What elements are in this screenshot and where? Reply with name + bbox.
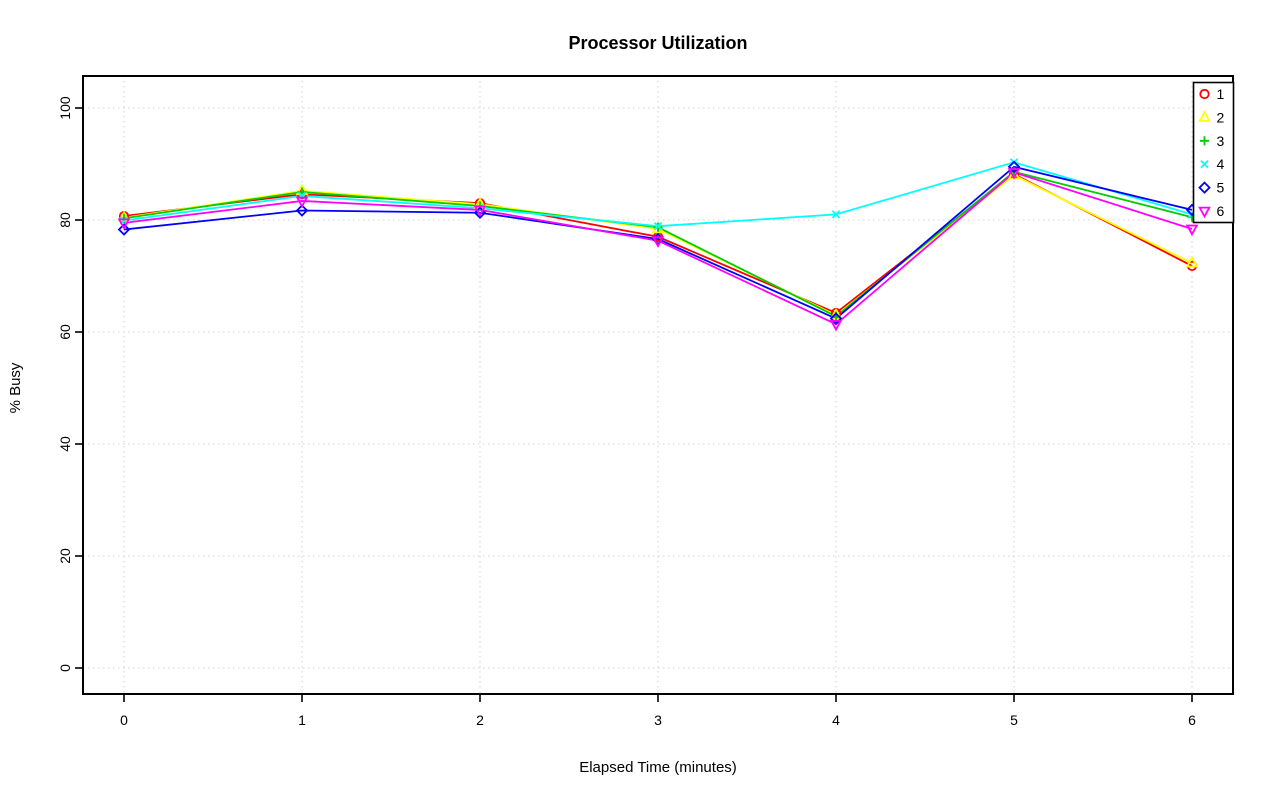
x-tick-label: 5 xyxy=(1010,712,1018,728)
data-series xyxy=(117,158,1199,332)
diamond-marker xyxy=(829,312,843,325)
diamond-marker xyxy=(295,204,309,217)
triangle-down-marker xyxy=(1198,206,1211,219)
x-marker xyxy=(653,221,663,231)
triangle-down-marker xyxy=(473,205,487,218)
x-tick-label: 4 xyxy=(832,712,840,728)
y-axis-label: % Busy xyxy=(7,362,24,413)
legend-item-label: 6 xyxy=(1217,203,1225,219)
triangle-down-marker xyxy=(1185,224,1199,237)
legend-item-3: 3 xyxy=(1199,133,1225,149)
diamond-marker xyxy=(1007,160,1021,174)
diamond-marker xyxy=(1198,181,1211,194)
y-tick-label: 20 xyxy=(57,548,73,564)
chart-title: Processor Utilization xyxy=(568,33,747,53)
legend-box xyxy=(1192,81,1235,224)
x-marker xyxy=(831,210,841,219)
triangle-up-marker xyxy=(1185,255,1199,268)
gridlines xyxy=(83,76,1233,694)
x-tick-label: 1 xyxy=(298,712,306,728)
y-tick-label: 100 xyxy=(57,96,73,120)
legend-item-label: 1 xyxy=(1217,86,1225,102)
legend-item-5: 5 xyxy=(1198,180,1225,196)
y-tick-label: 0 xyxy=(57,664,73,672)
legend-item-label: 3 xyxy=(1217,133,1225,149)
legend-item-2: 2 xyxy=(1198,109,1225,125)
legend: 1 2 3 4 5 6 xyxy=(1192,81,1235,224)
legend-item-label: 4 xyxy=(1217,156,1225,172)
legend-item-label: 5 xyxy=(1217,180,1225,196)
circle-marker xyxy=(1199,88,1210,100)
y-tick-label: 40 xyxy=(57,436,73,452)
triangle-down-marker xyxy=(651,236,665,248)
triangle-down-marker xyxy=(295,196,309,209)
legend-item-label: 2 xyxy=(1217,109,1225,125)
x-tick-label: 0 xyxy=(120,712,128,728)
y-tick-label: 60 xyxy=(57,324,73,340)
series-6-points xyxy=(117,168,1199,332)
triangle-down-marker xyxy=(117,218,131,231)
x-tick-label: 6 xyxy=(1188,712,1196,728)
x-axis-label: Elapsed Time (minutes) xyxy=(579,759,737,776)
x-tick-label: 3 xyxy=(654,712,662,728)
triangle-down-marker xyxy=(1007,168,1021,180)
plus-marker xyxy=(1199,136,1210,146)
diamond-marker xyxy=(117,223,131,236)
x-marker xyxy=(1200,159,1209,169)
x-tick-label: 2 xyxy=(476,712,484,728)
triangle-up-marker xyxy=(1198,110,1211,122)
legend-item-4: 4 xyxy=(1200,156,1225,172)
series-5-line xyxy=(123,165,1193,320)
y-tick-label: 80 xyxy=(57,212,73,228)
legend-item-6: 6 xyxy=(1198,203,1225,219)
triangle-down-marker xyxy=(829,319,843,332)
legend-item-1: 1 xyxy=(1199,86,1225,102)
